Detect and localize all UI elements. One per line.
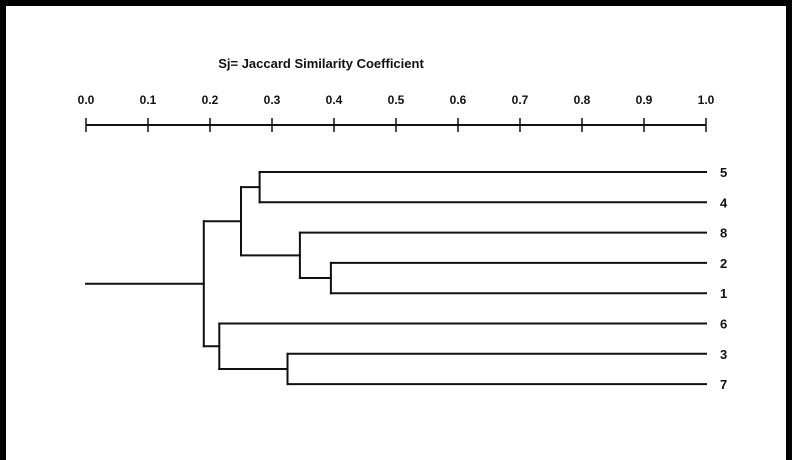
leaf-labels: 5 4 8 2 1 6 3 7 xyxy=(720,165,728,392)
axis-tick-label: 0.9 xyxy=(636,93,653,107)
axis-tick-label: 0.0 xyxy=(78,93,95,107)
axis-tick-label: 0.1 xyxy=(140,93,157,107)
leaf-label: 8 xyxy=(720,226,727,241)
dendrogram-svg: Sj= Jaccard Similarity Coefficient 0.0 0.… xyxy=(78,56,728,392)
similarity-axis: 0.0 0.1 0.2 0.3 0.4 0.5 0.6 0.7 0.8 0.9 1.0 xyxy=(78,93,715,132)
axis-tick-label: 0.8 xyxy=(574,93,591,107)
leaf-label: 2 xyxy=(720,256,727,271)
axis-tick-label: 0.6 xyxy=(450,93,467,107)
leaf-label: 3 xyxy=(720,347,727,362)
axis-tick-label: 0.4 xyxy=(326,93,343,107)
leaf-label: 4 xyxy=(720,195,728,210)
axis-tick-label: 0.2 xyxy=(202,93,219,107)
axis-tick-label: 1.0 xyxy=(698,93,715,107)
axis-tick-label: 0.5 xyxy=(388,93,405,107)
leaf-label: 5 xyxy=(720,165,727,180)
leaf-label: 6 xyxy=(720,317,727,332)
chart-title: Sj= Jaccard Similarity Coefficient xyxy=(218,56,424,71)
leaf-label: 7 xyxy=(720,377,727,392)
axis-tick-label: 0.3 xyxy=(264,93,281,107)
leaf-label: 1 xyxy=(720,286,727,301)
dendrogram-tree xyxy=(85,171,707,386)
axis-tick-label: 0.7 xyxy=(512,93,529,107)
